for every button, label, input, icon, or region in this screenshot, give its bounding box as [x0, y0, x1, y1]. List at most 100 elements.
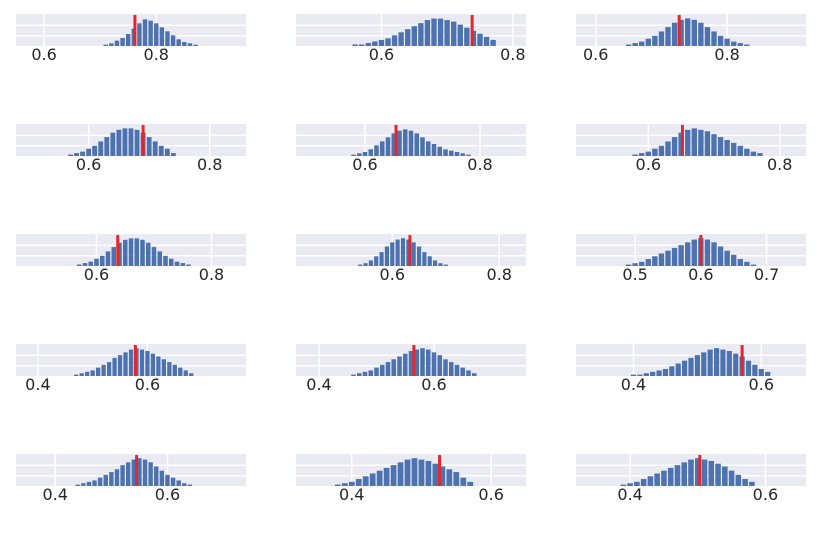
histogram-bar [128, 128, 134, 156]
histogram-bar [758, 369, 764, 376]
histogram-bar [483, 36, 490, 46]
histogram-bar [735, 474, 742, 486]
x-tick-label: 0.4 [43, 485, 68, 504]
histogram-bar [117, 242, 122, 266]
histogram-bar [355, 479, 362, 486]
histogram-bar [170, 35, 176, 46]
histogram-panel: 0.6 0.8 [576, 124, 806, 174]
histogram-bar [170, 153, 176, 156]
histogram-bar [137, 458, 142, 486]
histogram-bar [674, 465, 681, 486]
histogram-bar [134, 238, 140, 266]
histogram-bar [348, 481, 355, 486]
histogram-panel: 0.4 0.6 [576, 344, 806, 394]
histogram-bar [411, 242, 416, 266]
histogram-bar [750, 264, 757, 266]
histogram-bar [694, 355, 700, 376]
histogram-bar [665, 250, 671, 266]
histogram-bar [106, 362, 112, 376]
histogram-bar [411, 26, 417, 46]
histogram-bar [414, 349, 420, 376]
histogram-panel: 0.4 0.6 [576, 454, 806, 504]
histogram-bar [362, 152, 368, 156]
histogram-panel: 0.4 0.6 [16, 454, 246, 504]
histogram-bar [634, 481, 640, 486]
histogram-bar [639, 153, 645, 156]
histogram-bar [467, 481, 474, 486]
x-tick-label: 0.6 [583, 45, 608, 64]
histogram-bar [131, 459, 137, 486]
histogram-bar [711, 31, 717, 46]
histogram-bar [454, 152, 460, 156]
histogram-bar [164, 148, 170, 156]
histogram-bar [154, 466, 159, 486]
histogram-bar [75, 484, 80, 486]
histogram-bar [737, 259, 743, 266]
histogram-bar [460, 367, 466, 376]
histogram-bar [724, 140, 730, 156]
x-tick-label: 0.6 [76, 155, 101, 174]
histogram-bar [698, 129, 704, 156]
histogram-bar [669, 366, 675, 376]
histogram-bar [187, 484, 193, 486]
histogram-bar [176, 39, 181, 46]
histogram-bar [694, 458, 701, 486]
histogram-bar [408, 350, 414, 376]
histogram-bar [446, 469, 453, 486]
histogram-bar [658, 145, 665, 156]
histogram-bar [737, 145, 743, 156]
histogram-bar [161, 359, 166, 376]
x-tick-label: 0.6 [749, 375, 774, 394]
plot-area [576, 124, 806, 156]
histogram-bar [749, 481, 755, 486]
histogram-bar [81, 483, 86, 486]
histogram-bar [150, 353, 156, 376]
histogram-bar [728, 470, 735, 486]
histogram-bar [112, 357, 117, 376]
x-tick-label: 0.6 [155, 485, 180, 504]
histogram-bar [402, 129, 408, 156]
histogram-bar [120, 38, 125, 46]
plot-area [16, 14, 246, 46]
histogram-bar [402, 353, 408, 376]
histogram-bar [678, 245, 684, 266]
histogram-bar [630, 374, 637, 376]
histogram-bar [656, 370, 662, 376]
histogram-bar [466, 154, 471, 156]
histogram-bar [625, 44, 632, 46]
histogram-bar [418, 459, 425, 486]
histogram-bar [443, 149, 448, 156]
histogram-bar [76, 264, 82, 266]
histogram-bar [453, 472, 460, 486]
histogram-bar [726, 350, 732, 376]
histogram-bar [123, 352, 128, 376]
x-tick-label: 0.6 [688, 265, 713, 284]
x-tick-label: 0.8 [767, 155, 792, 174]
histogram-bar [443, 359, 448, 376]
histogram-bar [379, 252, 384, 266]
histogram-bar [627, 483, 633, 486]
histogram-bar [186, 264, 191, 266]
histogram-bar [701, 352, 707, 376]
histogram-panel: 0.4 0.6 [296, 454, 526, 504]
histogram-bar [750, 151, 757, 156]
histogram-bar [142, 459, 148, 486]
histogram-bar [757, 153, 763, 156]
histogram-bar [701, 459, 708, 486]
histogram-bar [110, 132, 116, 156]
histogram-bar [731, 41, 737, 46]
histogram-bar [437, 18, 444, 46]
histogram-bar [733, 353, 739, 376]
histogram-bar [431, 18, 437, 46]
x-tick-label: 0.8 [500, 45, 525, 64]
histogram-bar [97, 477, 103, 486]
histogram-bar [431, 144, 437, 156]
histogram-bar [645, 38, 651, 46]
histogram-bar [152, 141, 158, 156]
histogram-panel: 0.6 0.8 [16, 124, 246, 174]
histogram-bar [454, 364, 460, 376]
histogram-bar [665, 141, 671, 156]
histogram-bar [94, 258, 99, 266]
histogram-bar [744, 44, 750, 46]
histogram-bar [432, 463, 439, 486]
